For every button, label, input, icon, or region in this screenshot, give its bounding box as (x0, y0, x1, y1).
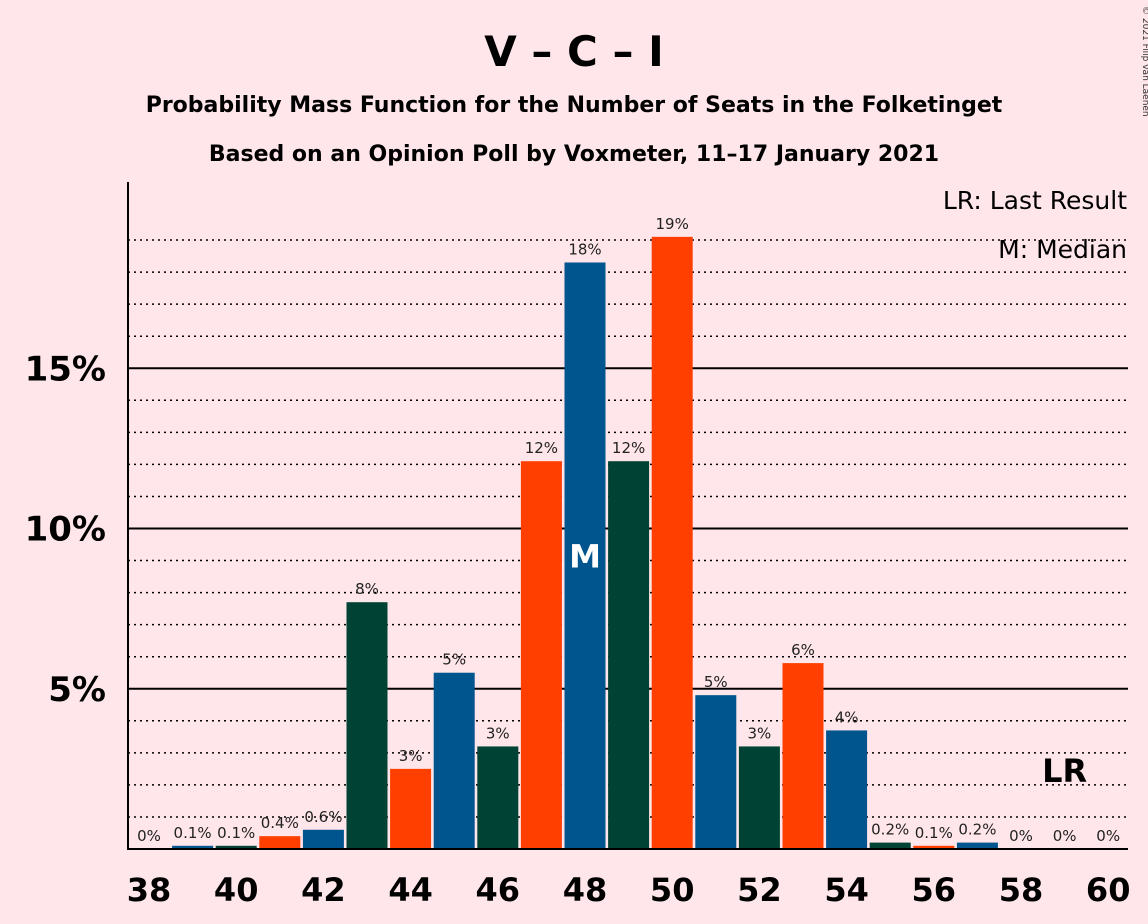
data-label-54: 4% (835, 708, 859, 726)
bar-45 (433, 672, 475, 849)
last-result-marker: LR (1042, 752, 1087, 790)
data-label-40: 0.1% (217, 824, 255, 842)
data-label-38: 0% (137, 827, 161, 845)
x-tick-label-40: 40 (214, 871, 259, 909)
chart-title: V – C – I (484, 27, 663, 76)
data-labels: 0% 0.1% 0.1% 0.4% 0.6% 8% 3% 5% 3% 12% 18% 12% 19% 5%… (137, 215, 1120, 845)
x-tick-label-58: 58 (999, 871, 1044, 909)
x-tick-label-48: 48 (563, 871, 608, 909)
data-label-58: 0% (1009, 827, 1033, 845)
data-label-50: 19% (656, 215, 689, 233)
bar-40 (215, 845, 257, 849)
bar-55 (869, 842, 911, 849)
x-tick-label-42: 42 (301, 871, 346, 909)
bar-46 (477, 746, 519, 849)
data-label-55: 0.2% (871, 821, 909, 839)
bar-47 (520, 461, 562, 849)
data-label-56: 0.1% (915, 824, 953, 842)
bar-51 (695, 695, 737, 849)
bar-42 (302, 829, 344, 849)
y-tick-label: 10% (25, 510, 106, 550)
bar-43 (346, 602, 388, 849)
legend-last-result: LR: Last Result (943, 186, 1127, 215)
data-label-46: 3% (486, 724, 510, 742)
x-axis-ticks: 38 40 42 44 46 48 50 52 54 56 58 60 (127, 871, 1131, 909)
data-label-59: 0% (1053, 827, 1077, 845)
bar-56 (913, 845, 955, 849)
bar-39 (172, 845, 214, 849)
chart-subtitle-2: Based on an Opinion Poll by Voxmeter, 11… (209, 142, 939, 167)
bar-44 (390, 768, 432, 849)
bar-48 (564, 262, 606, 849)
x-tick-label-50: 50 (650, 871, 695, 909)
data-label-51: 5% (704, 673, 728, 691)
x-tick-label-56: 56 (912, 871, 957, 909)
data-label-57: 0.2% (958, 821, 996, 839)
data-label-49: 12% (612, 439, 645, 457)
data-label-52: 3% (748, 724, 772, 742)
data-label-48: 18% (568, 240, 601, 258)
bar-53 (782, 663, 824, 849)
y-tick-label: 5% (48, 670, 106, 710)
bar-54 (826, 730, 868, 849)
y-axis-ticks: 5% 10% 15% (25, 349, 106, 710)
bar-41 (259, 836, 301, 849)
x-tick-label-54: 54 (824, 871, 869, 909)
data-label-44: 3% (399, 747, 423, 765)
median-marker: M (569, 537, 601, 575)
legend-median: M: Median (998, 235, 1127, 264)
bar-52 (738, 746, 780, 849)
data-label-43: 8% (355, 580, 379, 598)
bars (172, 236, 998, 850)
data-label-42: 0.6% (304, 808, 342, 826)
bar-49 (608, 461, 650, 849)
markers: M LR (569, 537, 1087, 790)
data-label-45: 5% (442, 651, 466, 669)
x-tick-label-38: 38 (127, 871, 172, 909)
bar-57 (956, 842, 998, 849)
x-tick-label-52: 52 (737, 871, 782, 909)
x-tick-label-44: 44 (388, 871, 433, 909)
x-tick-label-60: 60 (1086, 871, 1131, 909)
bar-50 (651, 236, 693, 850)
data-label-47: 12% (525, 439, 558, 457)
data-label-41: 0.4% (261, 814, 299, 832)
data-label-53: 6% (791, 641, 815, 659)
data-label-39: 0.1% (174, 824, 212, 842)
y-tick-label: 15% (25, 349, 106, 389)
x-tick-label-46: 46 (476, 871, 521, 909)
data-label-60: 0% (1096, 827, 1120, 845)
copyright-note: © 2021 Filip van Laenen (1140, 6, 1148, 117)
chart-subtitle-1: Probability Mass Function for the Number… (146, 93, 1003, 118)
